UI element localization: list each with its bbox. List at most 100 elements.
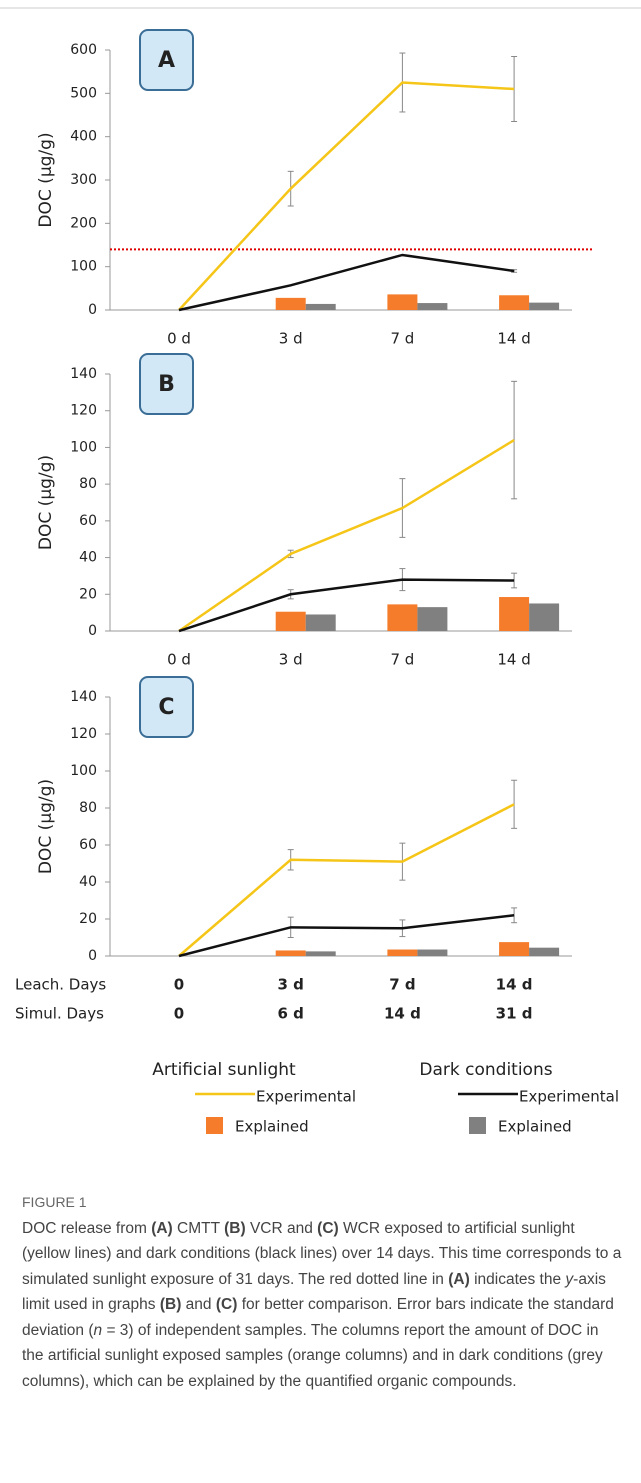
bar [417,949,448,956]
bar [275,950,306,956]
x-tick-label: 14 d [497,330,530,348]
panel-label-box [139,676,194,738]
legend-label: Explained [498,1118,572,1136]
panel-label: C [139,676,194,738]
x-tick-label: 0 [174,976,184,994]
bar [305,951,336,956]
panel-label-text: A [158,48,175,73]
caption-text: y [565,1270,574,1288]
x-tick-label: 0 d [167,330,191,348]
caption-text: (C) [317,1219,339,1237]
y-tick-label: 140 [70,366,97,382]
y-tick-label: 120 [70,403,97,419]
y-tick-label: 200 [70,215,97,231]
x-tick-label-2: 6 d [277,1005,303,1023]
panel-label-box [139,353,194,415]
caption-text: (B) [159,1296,182,1313]
y-axis-label: DOC (µg/g) [36,455,56,550]
y-axis-label: DOC (µg/g) [36,132,56,227]
y-tick-label: 60 [79,837,97,853]
bar [499,942,530,956]
x-tick-label: 3 d [279,330,303,348]
line [178,439,515,633]
caption-text: (C) [215,1296,238,1313]
bar [275,297,306,310]
bar [417,607,448,631]
x-tick-label: 3 d [279,651,303,669]
caption-text: (A) [151,1219,173,1237]
y-tick-label: 140 [70,689,97,705]
line [178,914,515,958]
x-tick-label-2: 0 [174,1005,184,1023]
x-tick-label: 3 d [277,976,303,994]
y-tick-label: 40 [79,550,97,566]
legend-group-title: Dark conditions [419,1060,552,1080]
y-tick-label: 80 [79,476,97,492]
caption-text: (B) [224,1219,246,1237]
y-tick-label: 100 [70,763,97,779]
caption-title: FIGURE 1 [22,1194,87,1210]
line [178,578,515,633]
caption-text: DOC release from [22,1219,152,1237]
bar [387,294,418,310]
x-tick-label: 0 d [167,651,191,669]
y-tick-label: 80 [79,800,97,816]
x-tick-label: 14 d [497,651,530,669]
bar [275,611,306,631]
x-tick-label-2: 14 d [384,1005,421,1023]
y-tick-label: 0 [88,948,97,964]
bar [387,604,418,631]
y-tick-label: 120 [70,726,97,742]
x-row-title: Leach. Days [15,976,106,994]
y-tick-label: 600 [70,42,97,58]
caption-text: (A) [448,1270,470,1288]
x-tick-label: 7 d [390,651,414,669]
y-tick-label: 400 [70,129,97,145]
caption-text: = 3) of independent samples. The columns… [22,1321,603,1390]
y-tick-label: 0 [88,623,97,639]
panel-label: A [139,29,194,91]
caption-text: and [181,1296,216,1313]
bar [529,603,560,631]
bar [305,303,336,310]
y-axis-label: DOC (µg/g) [36,779,56,874]
legend-label: Experimental [519,1088,619,1106]
caption-text: CMTT [172,1219,225,1237]
bar [529,302,560,310]
legend-label: Explained [235,1118,309,1136]
x-tick-label: 7 d [389,976,415,994]
y-tick-label: 60 [79,513,97,529]
y-tick-label: 100 [70,439,97,455]
x-tick-label-2: 31 d [496,1005,533,1023]
x-tick-label: 14 d [496,976,533,994]
line [178,253,515,312]
y-tick-label: 500 [70,85,97,101]
x-row-title: Simul. Days [15,1005,104,1023]
bar [499,597,530,631]
legend-swatch [206,1117,223,1134]
panel-label: B [139,353,194,415]
x-tick-label: 7 d [390,330,414,348]
legend-label: Experimental [256,1088,356,1106]
caption-body: DOC release from (A) CMTT (B) VCR and (C… [22,1216,622,1395]
legend-swatch [469,1117,486,1134]
bar [305,614,336,631]
line [178,803,515,957]
line [178,81,515,311]
bar [529,947,560,956]
caption-text: indicates the [469,1270,566,1288]
y-tick-label: 300 [70,172,97,188]
y-tick-label: 100 [70,259,97,275]
panel-label-box [139,29,194,91]
caption-text: WCR exposed to artificial sunlight (yell… [22,1219,622,1288]
caption-text: -axis limit used in graphs [22,1270,606,1314]
bar [387,949,418,956]
caption-text: for better comparison. Error bars indica… [22,1296,614,1339]
panel-label-text: C [158,695,174,720]
caption-text: VCR and [245,1219,318,1237]
y-tick-label: 20 [79,911,97,927]
caption-text: n [93,1321,103,1339]
y-tick-label: 40 [79,874,97,890]
